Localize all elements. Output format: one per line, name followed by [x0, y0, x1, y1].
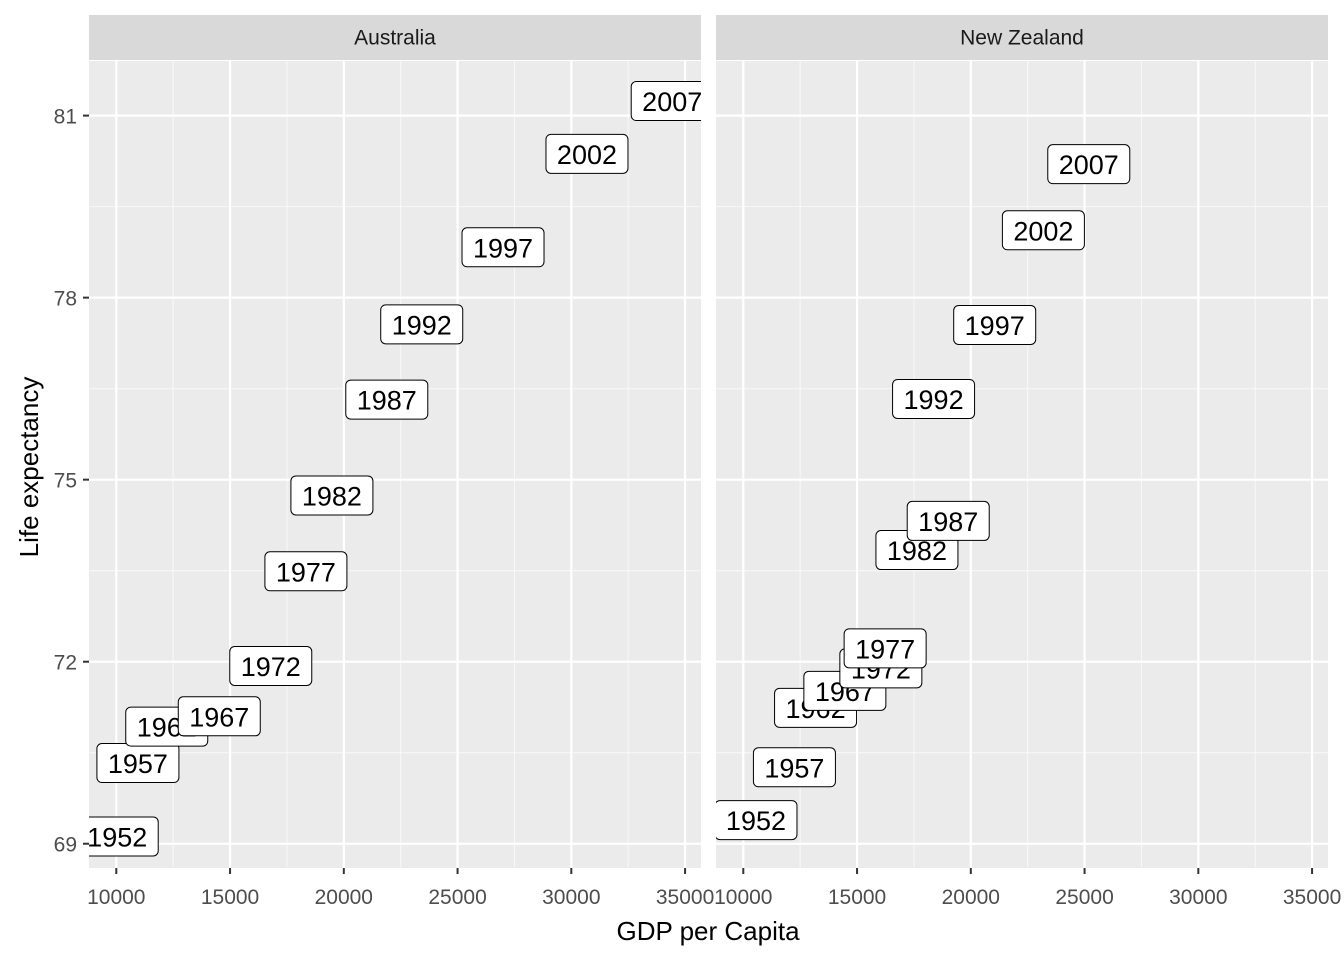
- point-labels: 1952195719621967197219771982198719921997…: [87, 81, 702, 857]
- data-label-text: 1952: [726, 806, 786, 836]
- data-label-box: [892, 378, 976, 419]
- data-label-text: 1967: [189, 702, 249, 732]
- y-tick-label: 72: [54, 652, 77, 675]
- y-axis-title: Life expectancy: [14, 377, 44, 558]
- y-axis: 69 72 75 78 81: [54, 106, 89, 857]
- facet-strip-label: New Zealand: [960, 27, 1084, 50]
- data-label-box: [264, 551, 348, 592]
- x-tick-label: 30000: [1169, 886, 1227, 909]
- data-label-box: [177, 696, 261, 737]
- x-tick-label: 10000: [714, 886, 772, 909]
- x-tick-label: 15000: [828, 886, 886, 909]
- data-label-1992: 1992: [892, 378, 976, 419]
- x-tick-label: 20000: [315, 886, 373, 909]
- data-label-text: 1987: [357, 386, 417, 416]
- data-label-text: 1957: [764, 753, 824, 783]
- data-label-box: [630, 81, 701, 122]
- x-tick-label: 35000: [1283, 886, 1341, 909]
- data-label-box: [89, 816, 159, 857]
- facet-strip: [89, 15, 701, 60]
- data-label-1997: 1997: [953, 304, 1037, 345]
- data-label-1987: 1987: [906, 500, 990, 541]
- data-label-text: 1957: [108, 749, 168, 779]
- data-label-1952: 1952: [87, 816, 159, 857]
- data-label-text: 1982: [302, 481, 362, 511]
- y-tick-label: 78: [54, 288, 77, 311]
- data-label-box: [1001, 210, 1085, 251]
- x-axis: 10000 15000 20000 25000 30000 35000: [87, 868, 714, 909]
- x-tick-label: 15000: [201, 886, 259, 909]
- data-label-1957: 1957: [96, 743, 180, 784]
- data-label-text: 1987: [918, 507, 978, 537]
- data-label-1977: 1977: [843, 628, 927, 669]
- data-label-text: 2007: [642, 87, 702, 117]
- data-label-text: 2002: [1013, 216, 1073, 246]
- y-tick-label: 69: [54, 834, 77, 857]
- gridlines: [716, 61, 1328, 868]
- data-label-1972: 1972: [229, 645, 313, 686]
- data-label-box: [461, 227, 545, 268]
- data-label-box: [290, 475, 374, 516]
- data-label-box: [380, 304, 464, 345]
- data-label-1952: 1952: [716, 800, 798, 841]
- gridlines: [89, 61, 701, 868]
- data-label-text: 1992: [904, 385, 964, 415]
- data-label-2007: 2007: [630, 81, 702, 122]
- x-tick-label: 25000: [1055, 886, 1113, 909]
- data-label-2007: 2007: [1047, 144, 1131, 185]
- data-label-text: 1977: [276, 557, 336, 587]
- panel-background: [89, 61, 701, 868]
- data-label-box: [843, 628, 927, 669]
- x-tick-label: 25000: [428, 886, 486, 909]
- x-tick-label: 10000: [87, 886, 145, 909]
- x-tick-label: 30000: [542, 886, 600, 909]
- data-label-box: [716, 800, 798, 841]
- facet-new-zealand: New Zealand 10000 15000 20000 25000 30000 3500…: [714, 15, 1341, 909]
- x-tick-label: 20000: [942, 886, 1000, 909]
- data-label-box: [229, 645, 313, 686]
- facet-strip: [716, 15, 1328, 60]
- data-label-2002: 2002: [1001, 210, 1085, 251]
- data-label-box: [906, 500, 990, 541]
- data-label-text: 1992: [392, 310, 452, 340]
- x-tick-label: 35000: [656, 886, 714, 909]
- data-label-box: [345, 379, 429, 420]
- data-label-1987: 1987: [345, 379, 429, 420]
- data-label-text: 1997: [965, 311, 1025, 341]
- data-label-text: 2007: [1059, 150, 1119, 180]
- data-label-box: [1047, 144, 1131, 185]
- y-tick-label: 75: [54, 470, 77, 493]
- data-label-1957: 1957: [752, 747, 836, 788]
- data-label-1992: 1992: [380, 304, 464, 345]
- data-label-text: 1952: [87, 822, 147, 852]
- data-label-box: [545, 133, 629, 174]
- data-label-text: 1977: [855, 634, 915, 664]
- data-label-text: 1972: [241, 652, 301, 682]
- data-label-box: [752, 747, 836, 788]
- point-labels: 1952195719621967197219771982198719921997…: [716, 144, 1131, 841]
- data-label-text: 1997: [473, 233, 533, 263]
- x-axis-title: GDP per Capita: [616, 916, 800, 946]
- data-label-text: 1982: [887, 536, 947, 566]
- data-label-text: 2002: [557, 140, 617, 170]
- facet-strip-label: Australia: [354, 27, 436, 50]
- y-tick-label: 81: [54, 106, 77, 129]
- data-label-1982: 1982: [290, 475, 374, 516]
- data-label-1997: 1997: [461, 227, 545, 268]
- x-axis: 10000 15000 20000 25000 30000 35000: [714, 868, 1341, 909]
- data-label-2002: 2002: [545, 133, 629, 174]
- panel-background: [716, 61, 1328, 868]
- data-label-1967: 1967: [177, 696, 261, 737]
- data-label-1977: 1977: [264, 551, 348, 592]
- data-label-box: [953, 304, 1037, 345]
